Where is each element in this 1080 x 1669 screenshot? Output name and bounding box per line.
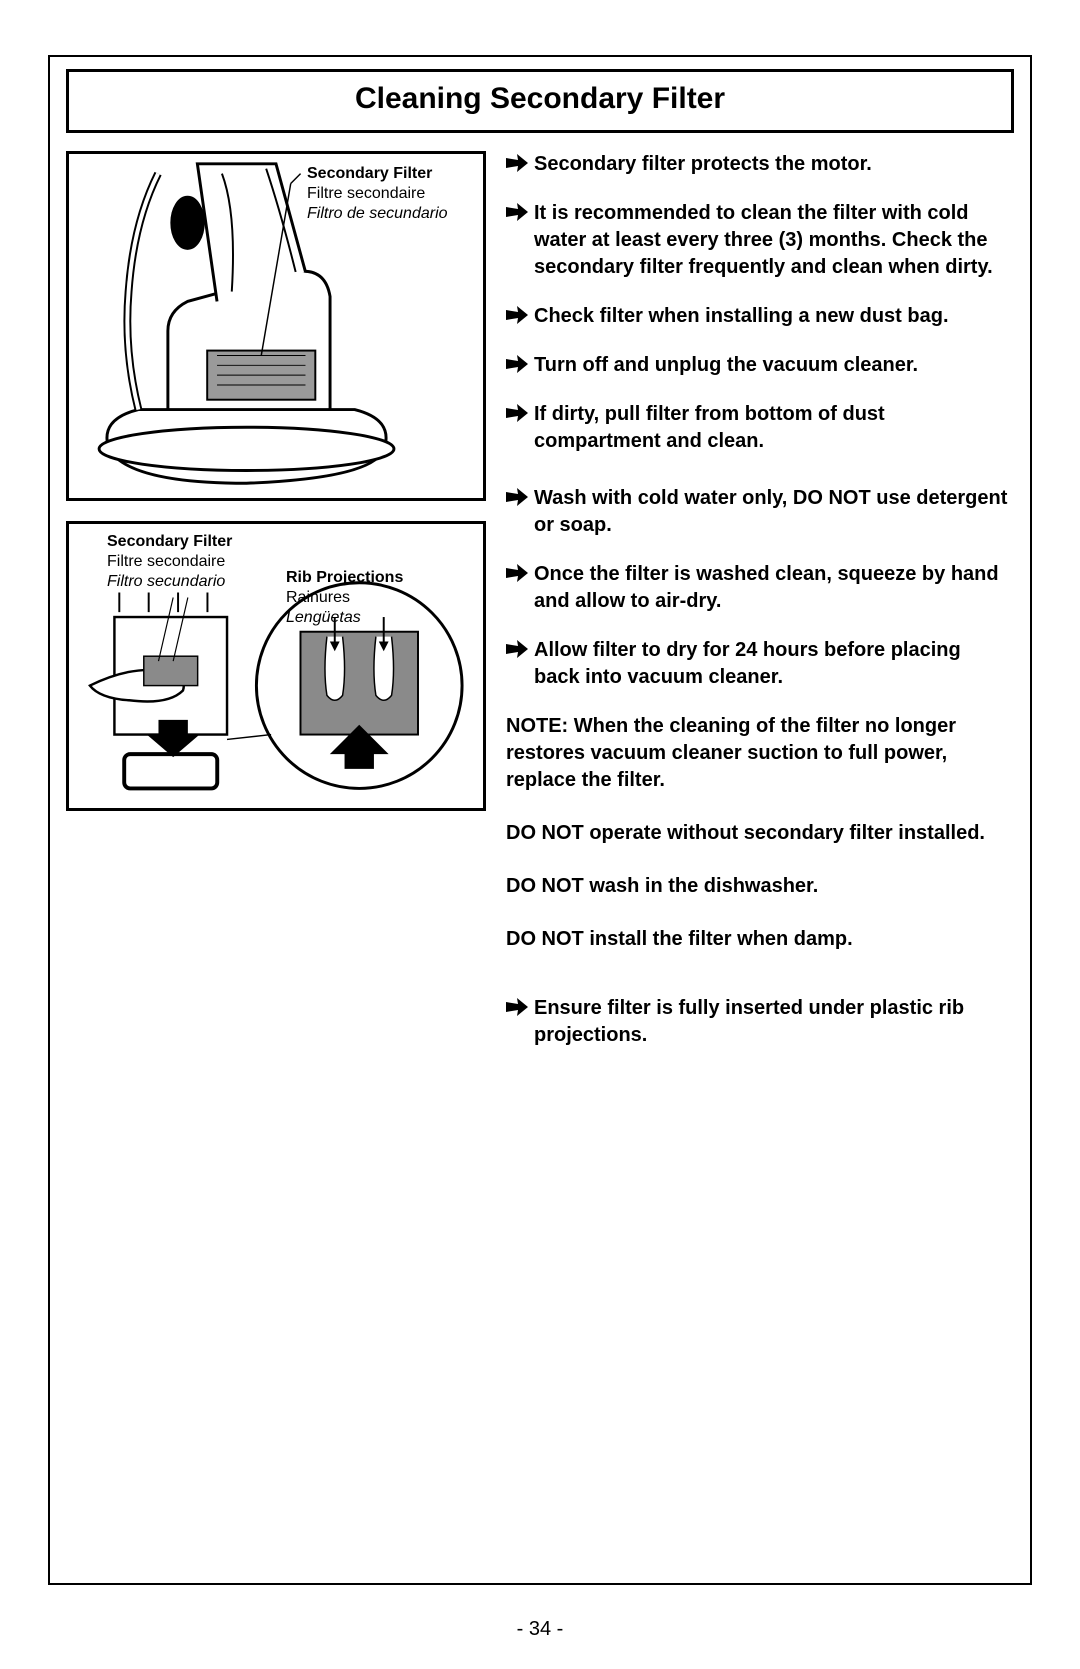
figure-2: Secondary Filter Filtre secondaire Filtr…: [66, 521, 486, 811]
bullet-item: It is recommended to clean the filter wi…: [506, 200, 1008, 281]
bullet-arrow-icon: [506, 151, 534, 172]
fig2-label-right-italic: Lengüetas: [286, 608, 403, 628]
outer-frame: Cleaning Secondary Filter: [48, 55, 1032, 1585]
fig2-label-right-bold: Rib Projections: [286, 568, 403, 588]
fig1-label: Secondary Filter Filtre secondaire Filtr…: [307, 164, 448, 224]
bullet-arrow-icon: [506, 485, 534, 506]
bullet-item: Allow filter to dry for 24 hours before …: [506, 637, 1008, 691]
right-column: Secondary filter protects the motor. It …: [506, 151, 1014, 1071]
bullet-text: Turn off and unplug the vacuum cleaner.: [534, 352, 918, 379]
bullet-arrow-icon: [506, 401, 534, 422]
fig1-label-normal: Filtre secondaire: [307, 184, 448, 204]
left-column: Secondary Filter Filtre secondaire Filtr…: [66, 151, 486, 1071]
bullet-text: Wash with cold water only, DO NOT use de…: [534, 485, 1008, 539]
fig2-label-left-normal: Filtre secondaire: [107, 552, 232, 572]
fig2-label-right: Rib Projections Rainures Lengüetas: [286, 568, 403, 628]
bullet-arrow-icon: [506, 995, 534, 1016]
note-text: NOTE: When the cleaning of the filter no…: [506, 713, 1008, 794]
bullet-text: It is recommended to clean the filter wi…: [534, 200, 1008, 281]
bullet-text: Check filter when installing a new dust …: [534, 303, 949, 330]
fig2-label-left-italic: Filtro secundario: [107, 572, 232, 592]
bullet-text: Ensure filter is fully inserted under pl…: [534, 995, 1008, 1049]
page-title: Cleaning Secondary Filter: [69, 82, 1011, 116]
note-text: DO NOT operate without secondary filter …: [506, 820, 1008, 847]
content-columns: Secondary Filter Filtre secondaire Filtr…: [66, 151, 1014, 1071]
note-text: DO NOT wash in the dishwasher.: [506, 873, 1008, 900]
bullet-arrow-icon: [506, 561, 534, 582]
note-text: DO NOT install the filter when damp.: [506, 926, 1008, 953]
bullet-item: Turn off and unplug the vacuum cleaner.: [506, 352, 1008, 379]
bullet-item: Secondary filter protects the motor.: [506, 151, 1008, 178]
bullet-text: Allow filter to dry for 24 hours before …: [534, 637, 1008, 691]
figure-1: Secondary Filter Filtre secondaire Filtr…: [66, 151, 486, 501]
title-box: Cleaning Secondary Filter: [66, 69, 1014, 133]
bullet-item: Wash with cold water only, DO NOT use de…: [506, 485, 1008, 539]
bullet-text: Secondary filter protects the motor.: [534, 151, 872, 178]
page-number: - 34 -: [0, 1618, 1080, 1641]
bullet-arrow-icon: [506, 637, 534, 658]
bullet-item: If dirty, pull filter from bottom of dus…: [506, 401, 1008, 455]
bullet-item: Once the filter is washed clean, squeeze…: [506, 561, 1008, 615]
bullet-arrow-icon: [506, 352, 534, 373]
fig2-label-left: Secondary Filter Filtre secondaire Filtr…: [107, 532, 232, 592]
fig2-label-left-bold: Secondary Filter: [107, 532, 232, 552]
bullet-item: Check filter when installing a new dust …: [506, 303, 1008, 330]
bullet-arrow-icon: [506, 303, 534, 324]
fig1-label-bold: Secondary Filter: [307, 164, 448, 184]
fig2-label-right-normal: Rainures: [286, 588, 403, 608]
bullet-text: If dirty, pull filter from bottom of dus…: [534, 401, 1008, 455]
bullet-text: Once the filter is washed clean, squeeze…: [534, 561, 1008, 615]
page: Cleaning Secondary Filter: [0, 0, 1080, 1669]
bullet-arrow-icon: [506, 200, 534, 221]
fig1-label-italic: Filtro de secundario: [307, 204, 448, 224]
bullet-item: Ensure filter is fully inserted under pl…: [506, 995, 1008, 1049]
